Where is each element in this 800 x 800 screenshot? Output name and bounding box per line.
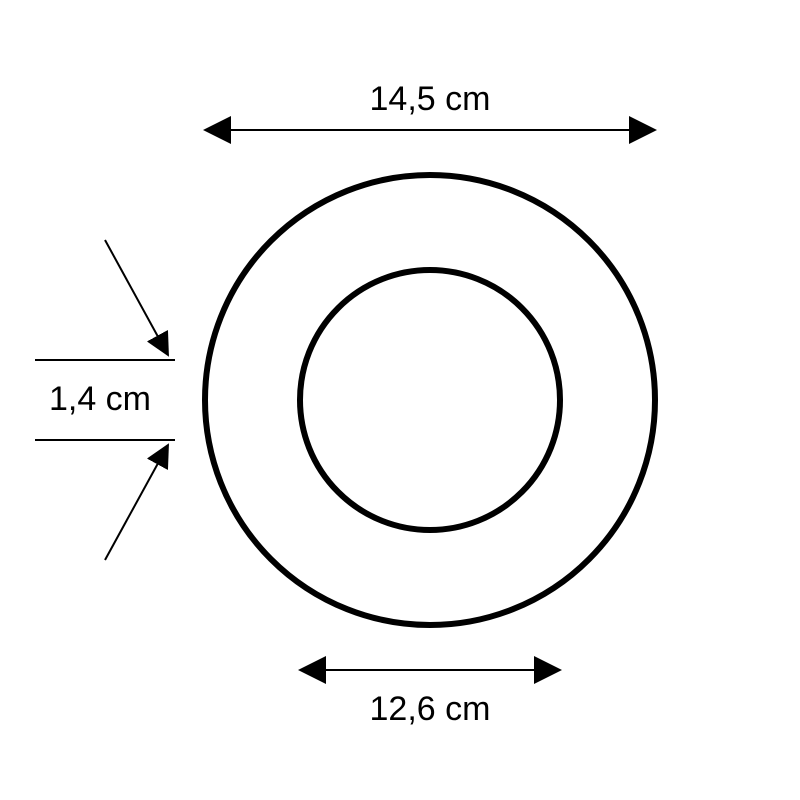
inner-dim-label: 12,6 cm (370, 690, 491, 728)
thickness-arrow-top (105, 240, 168, 355)
thickness-arrow-bottom (105, 445, 168, 560)
outer-circle (205, 175, 655, 625)
inner-circle (300, 270, 560, 530)
technical-diagram: 14,5 cm 12,6 cm 1,4 cm (0, 0, 800, 800)
outer-dim-label: 14,5 cm (370, 80, 491, 118)
thickness-dim-label: 1,4 cm (49, 380, 151, 418)
